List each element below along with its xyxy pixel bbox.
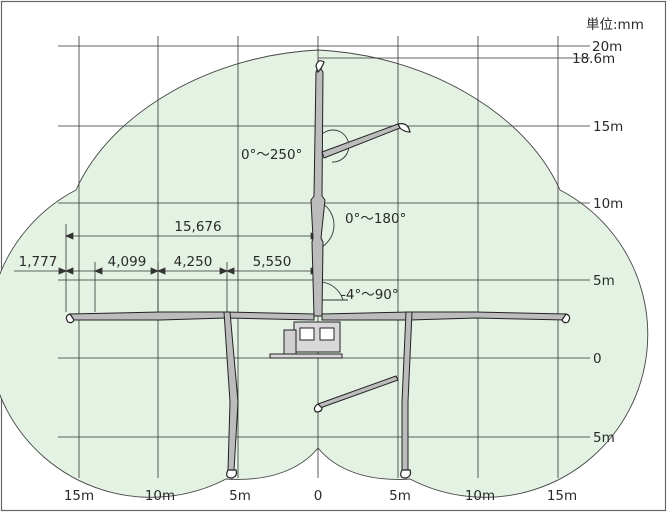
reach-label-left-10m: 10m (145, 488, 175, 504)
reach-label-left-15m: 15m (64, 488, 94, 504)
height-label-15m: 15m (593, 119, 623, 135)
height-label-5m: 5m (593, 273, 615, 289)
unit-label: 単位:mm (586, 17, 644, 33)
reach-label-right-15m: 15m (547, 488, 577, 504)
angle-upper: 0°〜250° (241, 147, 302, 163)
dimension-extra: 1,777 (19, 254, 58, 270)
claw-tips (65, 60, 571, 479)
height-label-18-6m: 18.6m (572, 51, 615, 67)
depth-label-5m: 5m (593, 430, 615, 446)
dimension-boom1: 4,099 (108, 254, 147, 270)
machine-base-icon (269, 321, 343, 359)
angle-middle: 0°〜180° (345, 211, 406, 227)
dimension-boom2: 4,250 (174, 254, 213, 270)
reach-label-right-10m: 10m (465, 488, 495, 504)
dimension-lines (14, 224, 320, 312)
height-label-10m: 10m (593, 196, 623, 212)
height-label-20m: 20m (592, 39, 622, 55)
reach-label-left-5m: 5m (229, 488, 251, 504)
dimension-total-reach: 15,676 (174, 219, 221, 235)
angle-lower: -4°〜90° (341, 287, 399, 303)
reach-label-center-0: 0 (314, 488, 323, 504)
boom-arms (69, 65, 567, 471)
height-label-0: 0 (593, 351, 602, 367)
dimension-boom3: 5,550 (253, 254, 292, 270)
reach-label-right-5m: 5m (389, 488, 411, 504)
